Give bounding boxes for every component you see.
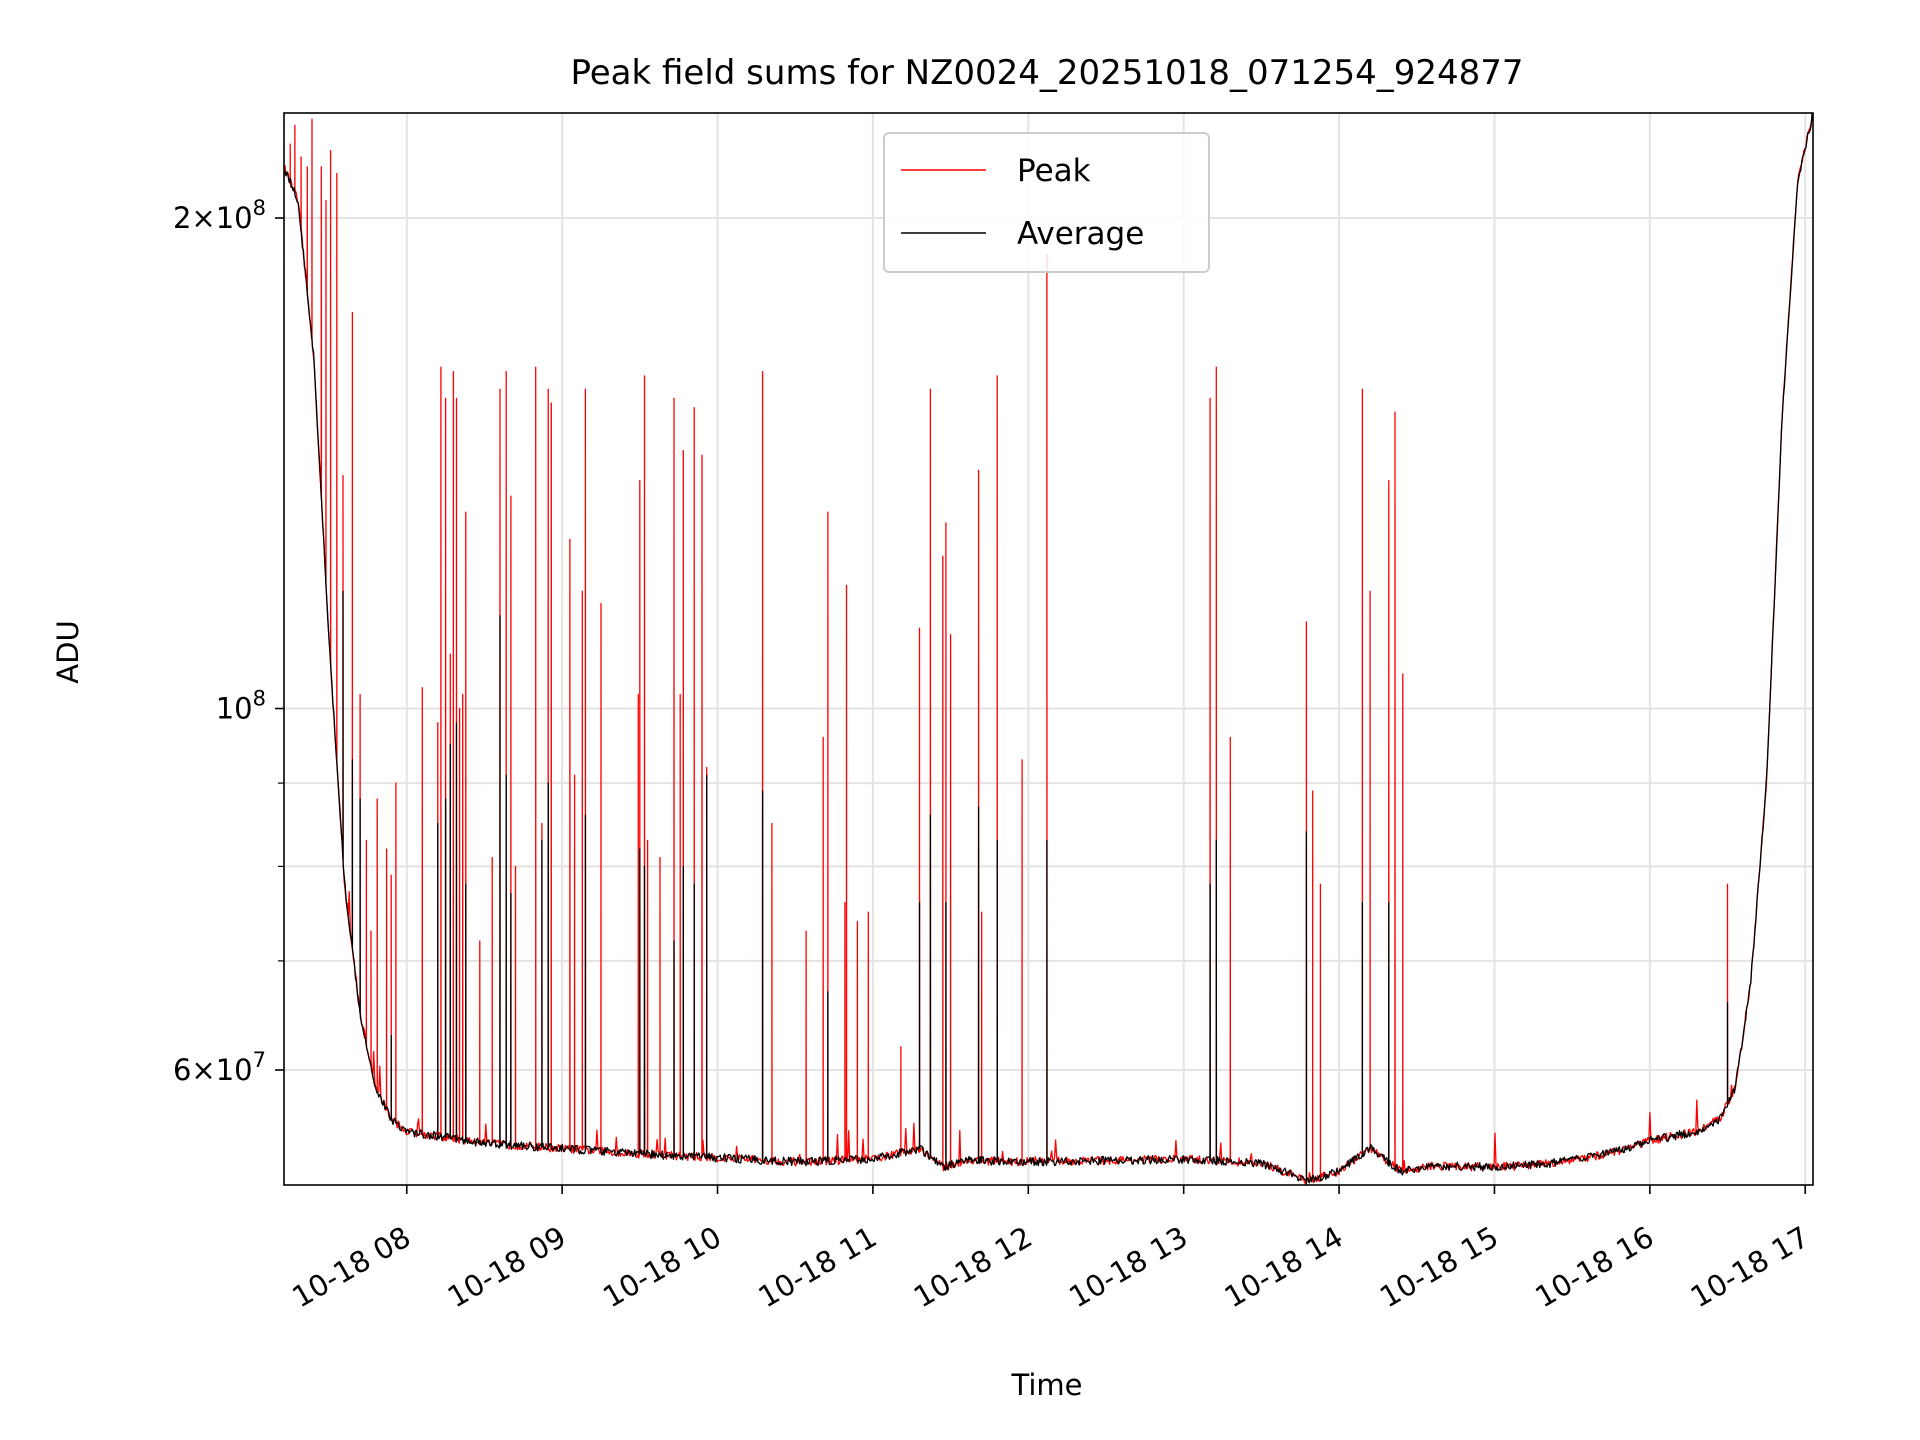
average-series-line	[283, 113, 1814, 1185]
y-tick-label: 6×107	[173, 1048, 266, 1087]
y-tick-exponent: 7	[253, 1048, 266, 1072]
y-tick-base: 10	[216, 692, 253, 726]
legend-peak-label: Peak	[1017, 153, 1091, 189]
y-tick-exponent: 8	[253, 687, 266, 711]
y-tick-base: 2×10	[173, 201, 253, 235]
y-tick-label: 108	[216, 687, 266, 726]
legend-average-label: Average	[1017, 216, 1144, 252]
plot-frame	[283, 112, 1814, 1186]
y-tick-base: 6×10	[173, 1053, 253, 1087]
y-tick-exponent: 8	[253, 196, 266, 220]
y-axis-label: ADU	[51, 620, 85, 683]
x-axis-label: Time	[1011, 1368, 1083, 1402]
legend: Peak Average	[883, 132, 1210, 273]
grid	[284, 113, 1813, 1185]
chart-title: Peak field sums for NZ0024_20251018_0712…	[570, 53, 1523, 93]
average-series-layer	[283, 113, 1814, 1185]
y-tick-label: 2×108	[173, 196, 266, 235]
legend-box	[883, 132, 1210, 273]
